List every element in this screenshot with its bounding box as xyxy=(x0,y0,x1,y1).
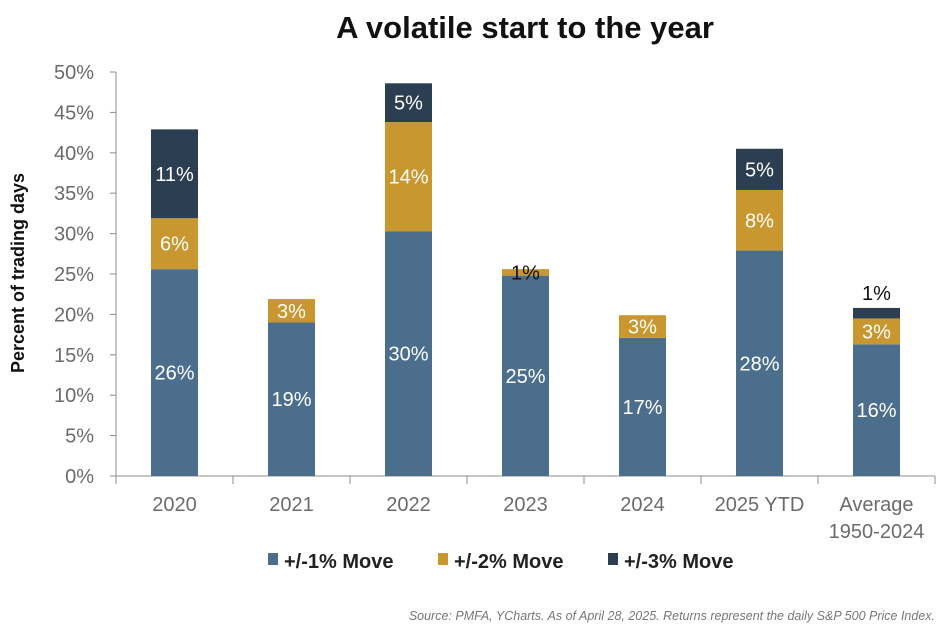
data-label: 8% xyxy=(745,210,774,232)
bar-segment xyxy=(736,189,783,251)
y-tick-label: 45% xyxy=(54,102,94,124)
data-label: 17% xyxy=(622,397,662,419)
bar-segment xyxy=(151,269,198,476)
y-tick-label: 30% xyxy=(54,224,94,246)
bar-segment xyxy=(268,322,315,476)
bar-segment xyxy=(385,231,432,476)
bar-segment xyxy=(502,269,549,276)
axis-layer: 0% 5% 10% 15% 20% 25% 30% 35% 40% 45% 50% 2020 2021 2… xyxy=(54,62,936,543)
bar-segment xyxy=(619,337,666,476)
bar-segment xyxy=(151,218,198,270)
y-axis-label: Percent of trading days xyxy=(8,173,28,373)
legend: +/-1% Move +/-2% Move +/-3% Move xyxy=(268,551,733,573)
data-label: 6% xyxy=(160,234,189,256)
y-tick-label: 40% xyxy=(54,143,94,165)
bar-segment xyxy=(853,344,900,476)
bar-segment xyxy=(385,83,432,123)
data-label: 3% xyxy=(862,321,891,343)
x-tick-label: Average xyxy=(839,494,913,516)
data-label-outside: 1% xyxy=(862,283,891,305)
data-label: 14% xyxy=(388,167,428,189)
legend-label: +/-2% Move xyxy=(454,551,563,573)
y-tick-label: 0% xyxy=(65,466,94,488)
bar-segment xyxy=(151,129,198,219)
bar-segment xyxy=(736,148,783,190)
data-label: 3% xyxy=(277,301,306,323)
chart-title: A volatile start to the year xyxy=(336,10,714,45)
data-label: 5% xyxy=(394,93,423,115)
legend-swatch xyxy=(268,553,278,565)
legend-swatch xyxy=(438,553,448,565)
bar-segment xyxy=(853,318,900,345)
data-label: 28% xyxy=(739,353,779,375)
y-tick-label: 20% xyxy=(54,304,94,326)
data-label: 26% xyxy=(154,363,194,385)
data-label: 19% xyxy=(271,389,311,411)
x-tick-label: 2022 xyxy=(386,494,431,516)
x-tick-label: 2021 xyxy=(269,494,314,516)
bar-segment xyxy=(502,275,549,476)
x-tick-label: 2025 YTD xyxy=(715,494,805,516)
data-label: 1% xyxy=(511,262,540,284)
y-tick-label: 50% xyxy=(54,62,94,84)
source-note: Source: PMFA, YCharts. As of April 28, 2… xyxy=(409,609,935,623)
legend-label: +/-1% Move xyxy=(284,551,393,573)
bar-segment xyxy=(268,299,315,323)
bars-layer xyxy=(151,83,900,476)
bar-segment xyxy=(853,307,900,319)
data-label: 3% xyxy=(628,317,657,339)
data-labels-layer: 26% 6% 11% 19% 3% 30% 14% 5% 25% 1% 17% 3% 28% 8% 5% 16… xyxy=(154,93,896,422)
legend-swatch xyxy=(608,553,618,565)
y-tick-label: 35% xyxy=(54,183,94,205)
x-tick-label: 2024 xyxy=(620,494,665,516)
y-tick-label: 25% xyxy=(54,264,94,286)
bar-segment xyxy=(619,315,666,338)
legend-label: +/-3% Move xyxy=(624,551,733,573)
y-tick-label: 10% xyxy=(54,385,94,407)
data-label: 25% xyxy=(505,366,545,388)
x-tick-label: 1950-2024 xyxy=(829,521,925,543)
data-label: 16% xyxy=(856,400,896,422)
y-tick-label: 15% xyxy=(54,345,94,367)
x-tick-label: 2020 xyxy=(152,494,197,516)
bar-segment xyxy=(385,122,432,232)
x-tick-label: 2023 xyxy=(503,494,548,516)
data-label: 5% xyxy=(745,159,774,181)
bar-segment xyxy=(736,250,783,476)
y-tick-label: 5% xyxy=(65,426,94,448)
data-label: 11% xyxy=(155,164,194,186)
data-label: 30% xyxy=(388,344,428,366)
